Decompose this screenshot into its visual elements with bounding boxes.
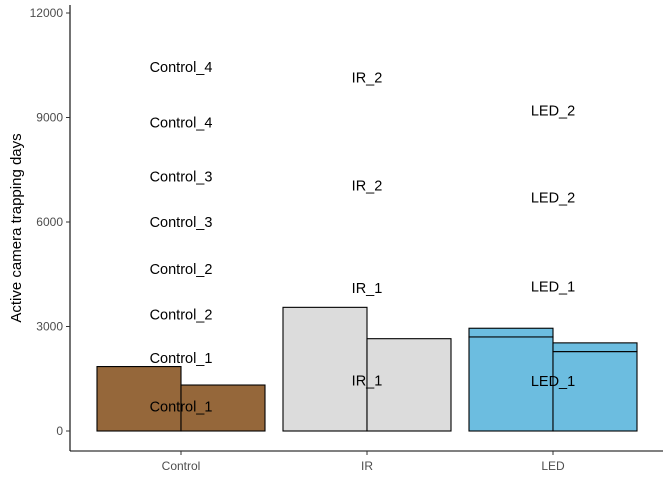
y-tick-label: 12000 (30, 6, 64, 20)
bar-control-right-segment-1 (180, 384, 266, 432)
data-label: LED_2 (531, 104, 575, 120)
bar-led-left-segment-2 (468, 327, 554, 338)
data-label: Control_2 (150, 307, 213, 323)
bar-led-left-segment-1 (468, 336, 554, 432)
data-label: IR_2 (352, 70, 383, 86)
y-tick-label: 6000 (36, 215, 63, 229)
data-label: Control_3 (150, 170, 213, 186)
bar-led-right-segment-1 (552, 351, 638, 432)
y-tick-label: 9000 (36, 111, 63, 125)
bar-ir-right-segment-1 (366, 338, 452, 432)
bar-led-right-segment-2 (552, 342, 638, 353)
x-tick-label: Control (162, 459, 201, 473)
bar-ir-left-segment-1 (282, 306, 368, 432)
data-labels-layer: Control_1 Control_1 Control_2 Control_2 Cont… (150, 60, 576, 416)
y-tick-label: 3000 (36, 320, 63, 334)
y-axis-title: Active camera trapping days (8, 133, 25, 322)
data-label: Control_1 (150, 400, 213, 416)
data-label: IR_1 (352, 373, 383, 389)
x-tick-label: LED (541, 459, 565, 473)
x-ticks-layer: Control IR LED (162, 451, 565, 473)
y-tick-label: 0 (56, 424, 63, 438)
data-label: LED_1 (531, 374, 575, 390)
bars-layer (96, 306, 638, 432)
data-label: IR_1 (352, 281, 383, 297)
x-tick-label: IR (361, 459, 373, 473)
data-label: LED_2 (531, 191, 575, 207)
data-label: Control_1 (150, 351, 213, 367)
data-label: IR_2 (352, 178, 383, 194)
bar-control-left-segment-1 (96, 366, 182, 432)
y-ticks-layer: 0 3000 6000 9000 12000 (30, 6, 70, 438)
data-label: Control_3 (150, 215, 213, 231)
data-label: Control_2 (150, 262, 213, 278)
data-label: LED_1 (531, 279, 575, 295)
data-label: Control_4 (150, 116, 213, 132)
data-label: Control_4 (150, 60, 213, 76)
